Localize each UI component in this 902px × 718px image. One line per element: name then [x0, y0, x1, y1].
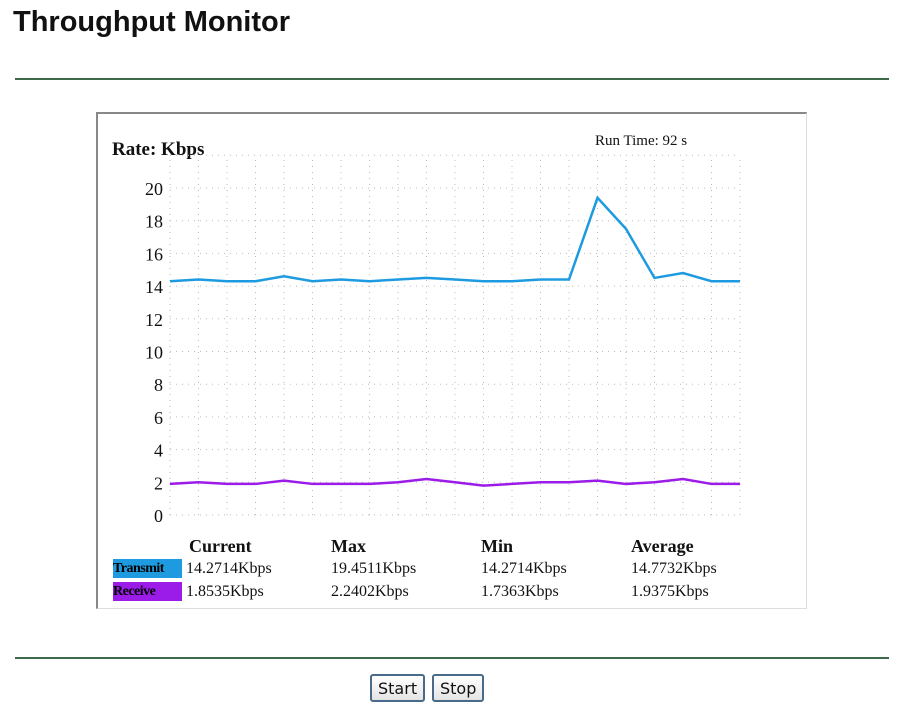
- header-min: Min: [481, 536, 514, 556]
- transmit-row: Transmit 14.2714Kbps 19.4511Kbps 14.2714…: [113, 559, 763, 578]
- throughput-chart-panel: [96, 112, 807, 609]
- y-tick-label: 2: [154, 473, 163, 493]
- y-tick-label: 4: [154, 441, 163, 461]
- transmit-average: 14.7732Kbps: [631, 560, 717, 577]
- y-tick-label: 10: [145, 343, 163, 363]
- start-button[interactable]: Start: [370, 674, 426, 702]
- bottom-divider: [15, 657, 889, 659]
- header-average: Average: [631, 536, 694, 556]
- page-title: Throughput Monitor: [13, 6, 291, 38]
- y-tick-label: 0: [154, 506, 163, 526]
- y-tick-label: 8: [154, 375, 163, 395]
- y-axis-label: Rate: Kbps: [112, 139, 204, 160]
- y-tick-label: 14: [145, 277, 163, 297]
- transmit-legend-label: Transmit: [113, 559, 182, 578]
- receive-max: 2.2402Kbps: [331, 583, 409, 600]
- transmit-max: 19.4511Kbps: [331, 560, 417, 577]
- receive-min: 1.7363Kbps: [481, 583, 559, 600]
- y-tick-label: 18: [145, 212, 163, 232]
- run-time: Run Time: 92 s: [595, 133, 687, 149]
- y-tick-label: 6: [154, 408, 163, 428]
- header-max: Max: [331, 536, 366, 556]
- receive-row: Receive 1.8535Kbps 2.2402Kbps 1.7363Kbps…: [113, 582, 763, 601]
- y-tick-label: 12: [145, 310, 163, 330]
- transmit-min: 14.2714Kbps: [481, 560, 567, 577]
- stop-button[interactable]: Stop: [432, 674, 485, 702]
- header-current: Current: [189, 536, 252, 556]
- y-tick-label: 16: [145, 244, 163, 264]
- y-tick-label: 20: [145, 179, 163, 199]
- receive-legend-label: Receive: [113, 582, 182, 601]
- receive-current: 1.8535Kbps: [186, 583, 264, 600]
- transmit-current: 14.2714Kbps: [186, 560, 272, 577]
- receive-average: 1.9375Kbps: [631, 583, 709, 600]
- top-divider: [15, 78, 889, 80]
